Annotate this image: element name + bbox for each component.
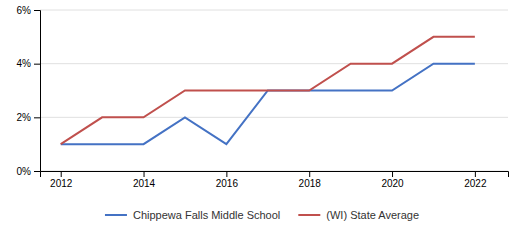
y-tick: 6%: [17, 5, 40, 16]
x-tick-mark: [144, 171, 145, 177]
y-tick-mark: [34, 64, 40, 65]
x-axis: 2012 2014 2016 2018 2020 2022: [41, 171, 509, 189]
chart: 2012 2014 2016 2018 2020 2022 0% 2% 4% 6% Chippewa…: [0, 0, 524, 229]
x-tick-mark: [309, 171, 310, 177]
y-tick-label: 0%: [17, 166, 32, 177]
y-tick: 2%: [17, 112, 40, 123]
grid-line: [40, 10, 508, 11]
legend-item: (WI) State Average: [298, 209, 419, 221]
legend-swatch: [298, 214, 320, 216]
grid: [40, 10, 508, 171]
legend: Chippewa Falls Middle School (WI) State A…: [105, 209, 419, 221]
series-line: [61, 64, 475, 145]
x-tick-label: 2016: [216, 178, 239, 189]
y-tick-label: 4%: [17, 58, 32, 69]
x-tick-label: 2022: [464, 178, 487, 189]
lines: [61, 37, 475, 144]
x-tick: 2018: [299, 171, 322, 189]
y-tick: 0%: [17, 166, 40, 177]
y-tick-label: 6%: [17, 5, 32, 16]
legend-swatch: [105, 214, 127, 216]
x-tick-mark: [475, 171, 476, 177]
series-line: [61, 37, 475, 144]
x-tick: 2016: [216, 171, 239, 189]
y-tick: 4%: [17, 58, 40, 69]
y-tick-mark: [34, 117, 40, 118]
x-tick-label: 2018: [299, 178, 322, 189]
x-tick-mark: [61, 171, 62, 177]
legend-item: Chippewa Falls Middle School: [105, 209, 280, 221]
x-tick-label: 2020: [381, 178, 404, 189]
y-axis-line: [34, 11, 41, 172]
plot: 2012 2014 2016 2018 2020 2022 0% 2% 4% 6%: [17, 5, 509, 189]
x-tick: 2012: [50, 171, 73, 189]
legend-label: Chippewa Falls Middle School: [133, 209, 280, 221]
y-axis: 0% 2% 4% 6%: [17, 5, 41, 177]
y-tick-mark: [34, 10, 40, 11]
y-tick-label: 2%: [17, 112, 32, 123]
x-tick-mark: [392, 171, 393, 177]
x-tick: 2020: [381, 171, 404, 189]
y-tick-mark: [34, 171, 40, 172]
legend-label: (WI) State Average: [326, 209, 419, 221]
x-tick-label: 2014: [133, 178, 156, 189]
x-tick: 2014: [133, 171, 156, 189]
x-tick-label: 2012: [50, 178, 73, 189]
x-tick-mark: [226, 171, 227, 177]
x-tick: 2022: [464, 171, 487, 189]
x-axis-line: [41, 172, 509, 178]
